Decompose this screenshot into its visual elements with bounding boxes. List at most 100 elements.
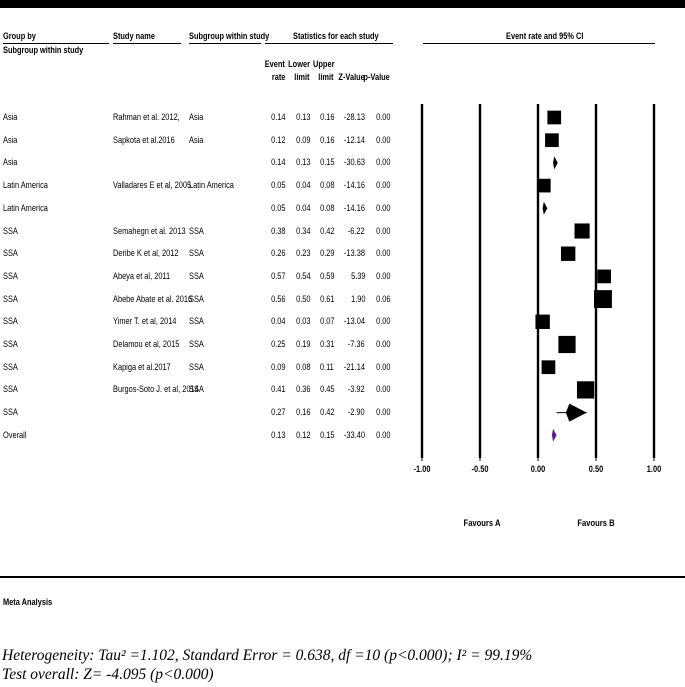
- header-study-name: Study name: [113, 31, 156, 42]
- cell-event-rate: 0.12: [270, 134, 285, 146]
- cell-lower-limit: 0.13: [295, 157, 310, 169]
- study-square: [576, 381, 595, 399]
- test-overall-text: Test overall: Z= -4.095 (p<0.000): [2, 666, 214, 683]
- cell-event-rate: 0.04: [270, 316, 285, 328]
- cell-lower-limit: 0.08: [295, 361, 310, 373]
- cell-event-rate: 0.05: [270, 202, 285, 214]
- cell-group: SSA: [3, 293, 18, 305]
- cell-event-rate: 0.41: [270, 384, 285, 396]
- header-lower-limit: limit: [294, 72, 310, 83]
- header-group-by: Group by: [3, 31, 36, 42]
- summary-diamond: [542, 201, 548, 215]
- cell-subgroup: SSA: [189, 339, 204, 350]
- cell-subgroup: SSA: [189, 316, 204, 328]
- cell-z-value: 5.39: [350, 270, 365, 282]
- cell-group: Overall: [3, 429, 27, 441]
- cell-lower-limit: 0.19: [295, 339, 310, 350]
- cell-upper-limit: 0.11: [320, 361, 334, 373]
- cell-subgroup: SSA: [189, 384, 204, 396]
- cell-z-value: -14.16: [343, 202, 365, 214]
- header-event-rate-ci: Event rate and 95% CI: [506, 31, 584, 42]
- header-subgroup: Subgroup within study: [189, 31, 270, 42]
- cell-event-rate: 0.25: [270, 339, 285, 350]
- footer-divider: [0, 576, 685, 578]
- axis-tick-label: 1.00: [646, 464, 662, 475]
- cell-group: SSA: [3, 407, 18, 419]
- cell-event-rate: 0.26: [270, 248, 285, 260]
- cell-lower-limit: 0.12: [295, 429, 310, 441]
- cell-group: Latin America: [3, 180, 48, 192]
- study-square: [558, 335, 576, 354]
- cell-event-rate: 0.38: [270, 225, 285, 237]
- cell-study-name: Burgos-Soto J. et al, 2014: [113, 384, 199, 396]
- header-underline: [3, 43, 109, 44]
- cell-upper-limit: 0.07: [319, 316, 334, 328]
- cell-p-value: 0.00: [375, 248, 390, 260]
- cell-upper-limit: 0.42: [319, 225, 334, 237]
- cell-upper-limit: 0.08: [319, 180, 334, 192]
- cell-study-name: Valladares E et al, 2005: [113, 180, 192, 192]
- cell-z-value: -3.92: [348, 384, 365, 396]
- cell-subgroup: SSA: [189, 270, 204, 282]
- cell-group: SSA: [3, 316, 18, 328]
- cell-upper-limit: 0.16: [319, 134, 334, 146]
- cell-group: SSA: [3, 270, 18, 282]
- cell-subgroup: SSA: [189, 293, 204, 305]
- summary-diamond: [553, 156, 558, 170]
- cell-p-value: 0.06: [375, 293, 390, 305]
- cell-study-name: Yimer T. et al, 2014: [113, 316, 177, 328]
- cell-event-rate: 0.14: [270, 112, 285, 123]
- cell-group: SSA: [3, 361, 18, 373]
- cell-upper-limit: 0.59: [319, 270, 334, 282]
- cell-z-value: -14.16: [343, 180, 365, 192]
- cell-upper-limit: 0.15: [319, 157, 334, 169]
- top-border: [0, 0, 685, 8]
- cell-event-rate: 0.09: [270, 361, 285, 373]
- header-underline: [113, 43, 181, 44]
- meta-analysis-label: Meta Analysis: [3, 597, 53, 608]
- cell-lower-limit: 0.50: [295, 293, 310, 305]
- cell-lower-limit: 0.09: [295, 134, 310, 146]
- heterogeneity-text: Heterogeneity: Tau² =1.102, Standard Err…: [2, 647, 533, 664]
- cell-subgroup: Asia: [189, 112, 204, 123]
- cell-z-value: -7.36: [348, 339, 365, 350]
- header-underline: [189, 43, 261, 44]
- study-square: [574, 223, 590, 239]
- axis-tick-label: 0.50: [588, 464, 604, 475]
- cell-lower-limit: 0.04: [295, 202, 310, 214]
- cell-z-value: -13.04: [343, 316, 365, 328]
- cell-p-value: 0.00: [375, 407, 390, 419]
- axis-tick-label: -0.50: [471, 464, 489, 475]
- cell-study-name: Deribe K et al, 2012: [113, 248, 179, 260]
- cell-z-value: -13.38: [343, 248, 365, 260]
- summary-diamond: [551, 428, 557, 442]
- cell-group: SSA: [3, 248, 18, 260]
- cell-study-name: Kapiga et al.2017: [113, 361, 171, 373]
- cell-event-rate: 0.05: [270, 180, 285, 192]
- cell-subgroup: SSA: [189, 225, 204, 237]
- cell-event-rate: 0.27: [270, 407, 285, 419]
- cell-study-name: Delamou et al, 2015: [113, 339, 180, 350]
- axis-tick-label: 0.00: [530, 464, 546, 475]
- cell-p-value: 0.00: [375, 112, 390, 123]
- cell-study-name: Sapkota et al.2016: [113, 134, 175, 146]
- cell-p-value: 0.00: [375, 270, 390, 282]
- header-underline: [423, 43, 655, 44]
- cell-upper-limit: 0.29: [319, 248, 334, 260]
- cell-group: Latin America: [3, 202, 48, 214]
- cell-p-value: 0.00: [375, 180, 390, 192]
- study-square: [594, 290, 612, 309]
- cell-subgroup: SSA: [189, 361, 204, 373]
- cell-p-value: 0.00: [375, 316, 390, 328]
- cell-lower-limit: 0.16: [295, 407, 310, 419]
- cell-p-value: 0.00: [375, 202, 390, 214]
- cell-study-name: Abeya et al, 2011: [113, 270, 171, 282]
- cell-upper-limit: 0.08: [319, 202, 334, 214]
- summary-diamond: [565, 403, 587, 422]
- cell-upper-limit: 0.42: [319, 407, 334, 419]
- cell-study-name: Rahman et al. 2012,: [113, 112, 180, 123]
- cell-upper-limit: 0.61: [319, 293, 334, 305]
- header-lower: Lower: [288, 59, 310, 70]
- cell-group: Asia: [3, 112, 18, 123]
